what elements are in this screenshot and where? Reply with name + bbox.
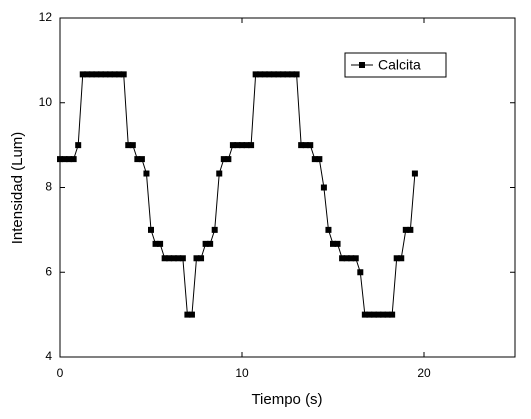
marker <box>97 71 104 78</box>
marker <box>357 269 364 276</box>
y-tick-label: 12 <box>39 10 53 24</box>
marker <box>275 71 282 78</box>
marker <box>361 311 368 318</box>
marker <box>320 184 327 191</box>
marker <box>102 71 109 78</box>
marker <box>125 142 132 149</box>
y-axis-title: Intensidad (Lum) <box>9 132 26 245</box>
series-line <box>60 73 416 316</box>
marker <box>389 311 396 318</box>
marker <box>343 255 350 262</box>
marker <box>161 255 168 262</box>
marker <box>270 71 277 78</box>
marker <box>293 71 300 78</box>
marker <box>316 156 323 163</box>
marker <box>225 156 232 163</box>
legend-label: Calcita <box>378 57 421 73</box>
marker <box>289 71 296 78</box>
marker <box>157 240 164 247</box>
marker <box>220 156 227 163</box>
marker <box>352 255 359 262</box>
marker <box>70 156 77 163</box>
marker <box>311 156 318 163</box>
marker <box>175 255 182 262</box>
y-tick-label: 10 <box>39 95 53 109</box>
marker <box>148 226 154 233</box>
marker <box>348 255 355 262</box>
marker <box>211 226 218 233</box>
marker <box>252 71 259 78</box>
marker <box>179 255 186 262</box>
legend-marker <box>359 62 365 68</box>
marker <box>279 71 286 78</box>
x-tick-label: 10 <box>235 366 249 380</box>
marker <box>75 142 82 149</box>
marker <box>384 311 391 318</box>
marker <box>84 71 91 78</box>
marker <box>88 71 95 78</box>
marker <box>138 156 145 163</box>
marker <box>57 156 63 163</box>
marker <box>234 142 241 149</box>
marker <box>152 240 159 247</box>
marker <box>284 71 291 78</box>
marker <box>257 71 264 78</box>
marker <box>375 311 382 318</box>
marker <box>380 311 387 318</box>
marker <box>407 226 414 233</box>
marker <box>66 156 73 163</box>
marker <box>111 71 118 78</box>
marker <box>411 170 418 177</box>
marker <box>393 255 400 262</box>
marker <box>193 255 200 262</box>
marker <box>229 142 236 149</box>
marker <box>334 240 341 247</box>
y-tick-label: 6 <box>45 264 52 278</box>
marker <box>79 71 86 78</box>
marker <box>239 142 245 149</box>
marker <box>339 255 346 262</box>
marker <box>402 226 409 233</box>
marker <box>116 71 123 78</box>
marker <box>143 170 150 177</box>
marker <box>107 71 114 78</box>
marker <box>298 142 305 149</box>
marker <box>207 240 214 247</box>
y-tick-label: 4 <box>45 349 52 363</box>
marker <box>129 142 136 149</box>
marker <box>202 240 209 247</box>
marker <box>302 142 309 149</box>
marker <box>198 255 205 262</box>
marker <box>398 255 405 262</box>
marker <box>170 255 177 262</box>
plot-frame <box>59 17 516 358</box>
marker <box>370 311 377 318</box>
marker <box>366 311 373 318</box>
x-axis-title: Tiempo (s) <box>251 391 322 408</box>
marker <box>61 156 68 163</box>
marker <box>216 170 223 177</box>
marker <box>184 311 191 318</box>
marker <box>93 71 100 78</box>
marker <box>248 142 255 149</box>
marker <box>266 71 273 78</box>
marker <box>325 226 332 233</box>
marker <box>243 142 250 149</box>
y-tick-label: 8 <box>45 180 52 194</box>
marker <box>330 240 336 247</box>
marker <box>166 255 173 262</box>
x-tick-label: 0 <box>57 366 64 380</box>
marker <box>120 71 127 78</box>
marker <box>261 71 268 78</box>
marker <box>307 142 314 149</box>
marker <box>188 311 195 318</box>
x-tick-label: 20 <box>417 366 431 380</box>
marker <box>134 156 141 163</box>
